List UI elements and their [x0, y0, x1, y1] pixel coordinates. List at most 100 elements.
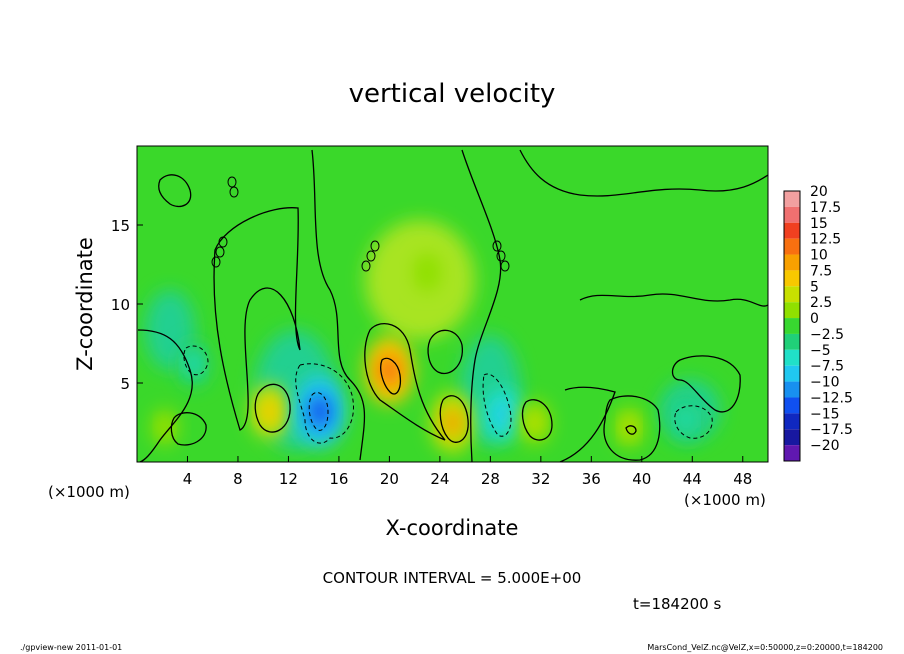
x-unit-left: (×1000 m) [48, 483, 130, 501]
x-tick-label: 40 [632, 470, 651, 488]
x-axis-label: X-coordinate [386, 516, 519, 540]
colorbar-label: 7.5 [810, 263, 832, 279]
x-tick-label: 8 [233, 470, 243, 488]
colorbar-frame [783, 190, 801, 462]
colorbar-swatch [784, 206, 800, 223]
contour-line [213, 207, 301, 431]
contour-line [427, 329, 463, 375]
colorbar-label: 0 [810, 311, 819, 327]
contour-label-mark [215, 246, 225, 258]
contour-label-marks [211, 176, 510, 272]
data-cell-core [678, 408, 694, 430]
contour-line [380, 357, 402, 395]
colorbar-swatch [784, 238, 800, 255]
contour-line [439, 395, 469, 443]
contour-line [671, 355, 741, 413]
colorbar-label: −17.5 [810, 422, 853, 438]
colorbar-swatch [784, 397, 800, 414]
x-tick-label: 48 [733, 470, 752, 488]
contour-label-mark [496, 250, 506, 262]
data-cell-core [494, 402, 512, 427]
contour-line [311, 149, 366, 461]
x-tick-label: 16 [329, 470, 348, 488]
colorbar-label: 5 [810, 279, 819, 295]
x-tick-label: 4 [183, 470, 193, 488]
data-cell-core [308, 395, 332, 428]
contour-line [519, 149, 768, 197]
colorbar-label: −10 [810, 375, 840, 391]
colorbar-swatch [784, 318, 800, 334]
y-tick-label: 5 [120, 375, 130, 393]
colorbar-swatch [784, 191, 800, 207]
colorbar-swatch [784, 270, 800, 287]
data-cell-core [260, 399, 279, 424]
colorbar-swatch [784, 349, 800, 366]
y-axis: 5 10 15 [111, 217, 143, 393]
contour-label-mark [500, 260, 510, 272]
x-tick-label: 44 [683, 470, 702, 488]
plot-area [137, 146, 768, 462]
contour-line [625, 425, 637, 435]
dashed-contour [674, 405, 713, 439]
contour-lines [137, 149, 768, 462]
data-cell-core [527, 412, 542, 433]
contour-line [603, 395, 661, 461]
colorbar-swatch [784, 381, 800, 398]
dashed-contours [183, 345, 713, 444]
data-cell-core [622, 417, 637, 437]
x-tick-label: 24 [430, 470, 449, 488]
colorbar-swatch [784, 254, 800, 271]
colorbar-swatch [784, 445, 800, 461]
contour-line [461, 149, 502, 462]
contour-line [559, 386, 616, 462]
colorbar-label: −7.5 [810, 359, 844, 375]
colorbar-label: −5 [810, 343, 831, 359]
x-tick-label: 28 [481, 470, 500, 488]
colorbar-swatch [784, 302, 800, 319]
colorbar: 2017.51512.5107.552.50−2.5−5−7.5−10−12.5… [783, 184, 853, 462]
data-cell-core [421, 263, 434, 282]
colorbar-label: 12.5 [810, 232, 841, 248]
colorbar-swatch [784, 333, 800, 350]
footer-right: MarsCond_VelZ.nc@VelZ,x=0:50000,z=0:2000… [647, 643, 883, 652]
contour-label-mark [211, 256, 221, 268]
colorbar-label: −15 [810, 406, 840, 422]
colorbar-label: −12.5 [810, 390, 853, 406]
dashed-contour [295, 363, 354, 444]
footer-left: ./gpview-new 2011-01-01 [20, 643, 122, 652]
colorbar-label: 20 [810, 184, 828, 200]
colorbar-label: 15 [810, 216, 828, 232]
dashed-contour [183, 345, 209, 376]
contour-line [158, 174, 192, 208]
contour-label-mark [227, 176, 237, 188]
colorbar-label: 10 [810, 248, 828, 264]
time-label: t=184200 s [633, 595, 721, 613]
contour-line [521, 399, 553, 441]
colorbar-swatch [784, 413, 800, 430]
contour-label-mark [366, 250, 376, 262]
dashed-contour [482, 373, 512, 437]
data-cell-core [442, 408, 463, 437]
x-tick-label: 12 [279, 470, 298, 488]
x-tick-label: 36 [582, 470, 601, 488]
y-tick-label: 15 [111, 217, 130, 235]
x-tick-label: 32 [531, 470, 550, 488]
x-unit-right: (×1000 m) [684, 491, 766, 509]
contour-label-mark [229, 186, 239, 198]
contour-label-mark [361, 260, 371, 272]
contour-line [579, 293, 768, 307]
contour-line [170, 412, 207, 446]
colorbar-swatch [784, 365, 800, 382]
data-cells [151, 253, 703, 453]
y-axis-label: Z-coordinate [73, 237, 97, 371]
contour-label-mark [492, 240, 502, 252]
colorbar-swatch [784, 286, 800, 303]
y-tick-label: 10 [111, 296, 130, 314]
colorbar-label: 17.5 [810, 200, 841, 216]
colorbar-label: −2.5 [810, 327, 844, 343]
contour-line [364, 322, 446, 441]
contour-line [137, 329, 193, 462]
contour-label-mark [218, 236, 228, 248]
colorbar-label: −20 [810, 438, 840, 454]
